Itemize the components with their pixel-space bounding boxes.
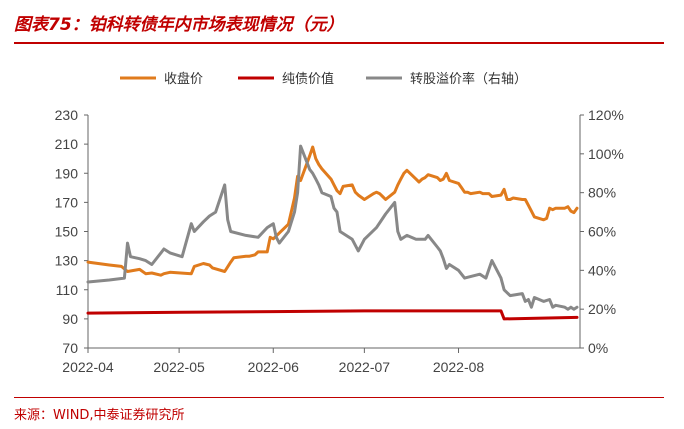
source-note: 来源：WIND,中泰证券研究所 <box>14 408 185 423</box>
y-left-tick-label: 150 <box>55 224 79 240</box>
y-left-tick-label: 190 <box>55 165 79 181</box>
y-left-tick-label: 210 <box>55 136 79 152</box>
footer-divider <box>14 397 664 398</box>
y-right-tick-label: 40% <box>588 262 616 278</box>
series-lines <box>86 144 579 321</box>
legend-label-1: 收盘价 <box>164 71 203 87</box>
legend: 收盘价 纯债价值 转股溢价率（右轴） <box>120 71 527 87</box>
chart-title: 图表75：铂科转债年内市场表现情况（元） <box>14 15 344 35</box>
y-left-tick-label: 230 <box>55 107 79 123</box>
x-tick-label: 2022-04 <box>62 359 114 375</box>
y-left-tick-label: 130 <box>55 253 79 269</box>
legend-label-2: 纯债价值 <box>282 71 334 87</box>
y-left-tick-label: 90 <box>62 311 78 327</box>
y-right-tick-label: 20% <box>588 301 616 317</box>
x-tick-label: 2022-08 <box>433 359 485 375</box>
y-right-tick-label: 120% <box>588 107 624 123</box>
legend-label-3: 转股溢价率（右轴） <box>410 71 527 87</box>
y-left-tick-label: 170 <box>55 194 79 210</box>
y-left-tick-label: 110 <box>56 282 79 298</box>
series-line-2 <box>86 309 579 321</box>
y-right-tick-label: 100% <box>588 146 624 162</box>
series-line-1 <box>86 145 579 277</box>
y-left-tick-label: 70 <box>62 340 78 356</box>
title-divider <box>14 42 664 44</box>
x-tick-label: 2022-07 <box>339 359 391 375</box>
y-right-tick-label: 80% <box>588 185 616 201</box>
x-tick-label: 2022-06 <box>248 359 300 375</box>
y-right-tick-label: 60% <box>588 224 616 240</box>
y-right-tick-label: 0% <box>588 340 608 356</box>
x-tick-label: 2022-05 <box>153 359 205 375</box>
axes: 70 90 110 130 150 170 190 210 230 0% 20% 40% 60% 80% 1… <box>55 107 624 375</box>
series-line-3 <box>86 144 579 311</box>
